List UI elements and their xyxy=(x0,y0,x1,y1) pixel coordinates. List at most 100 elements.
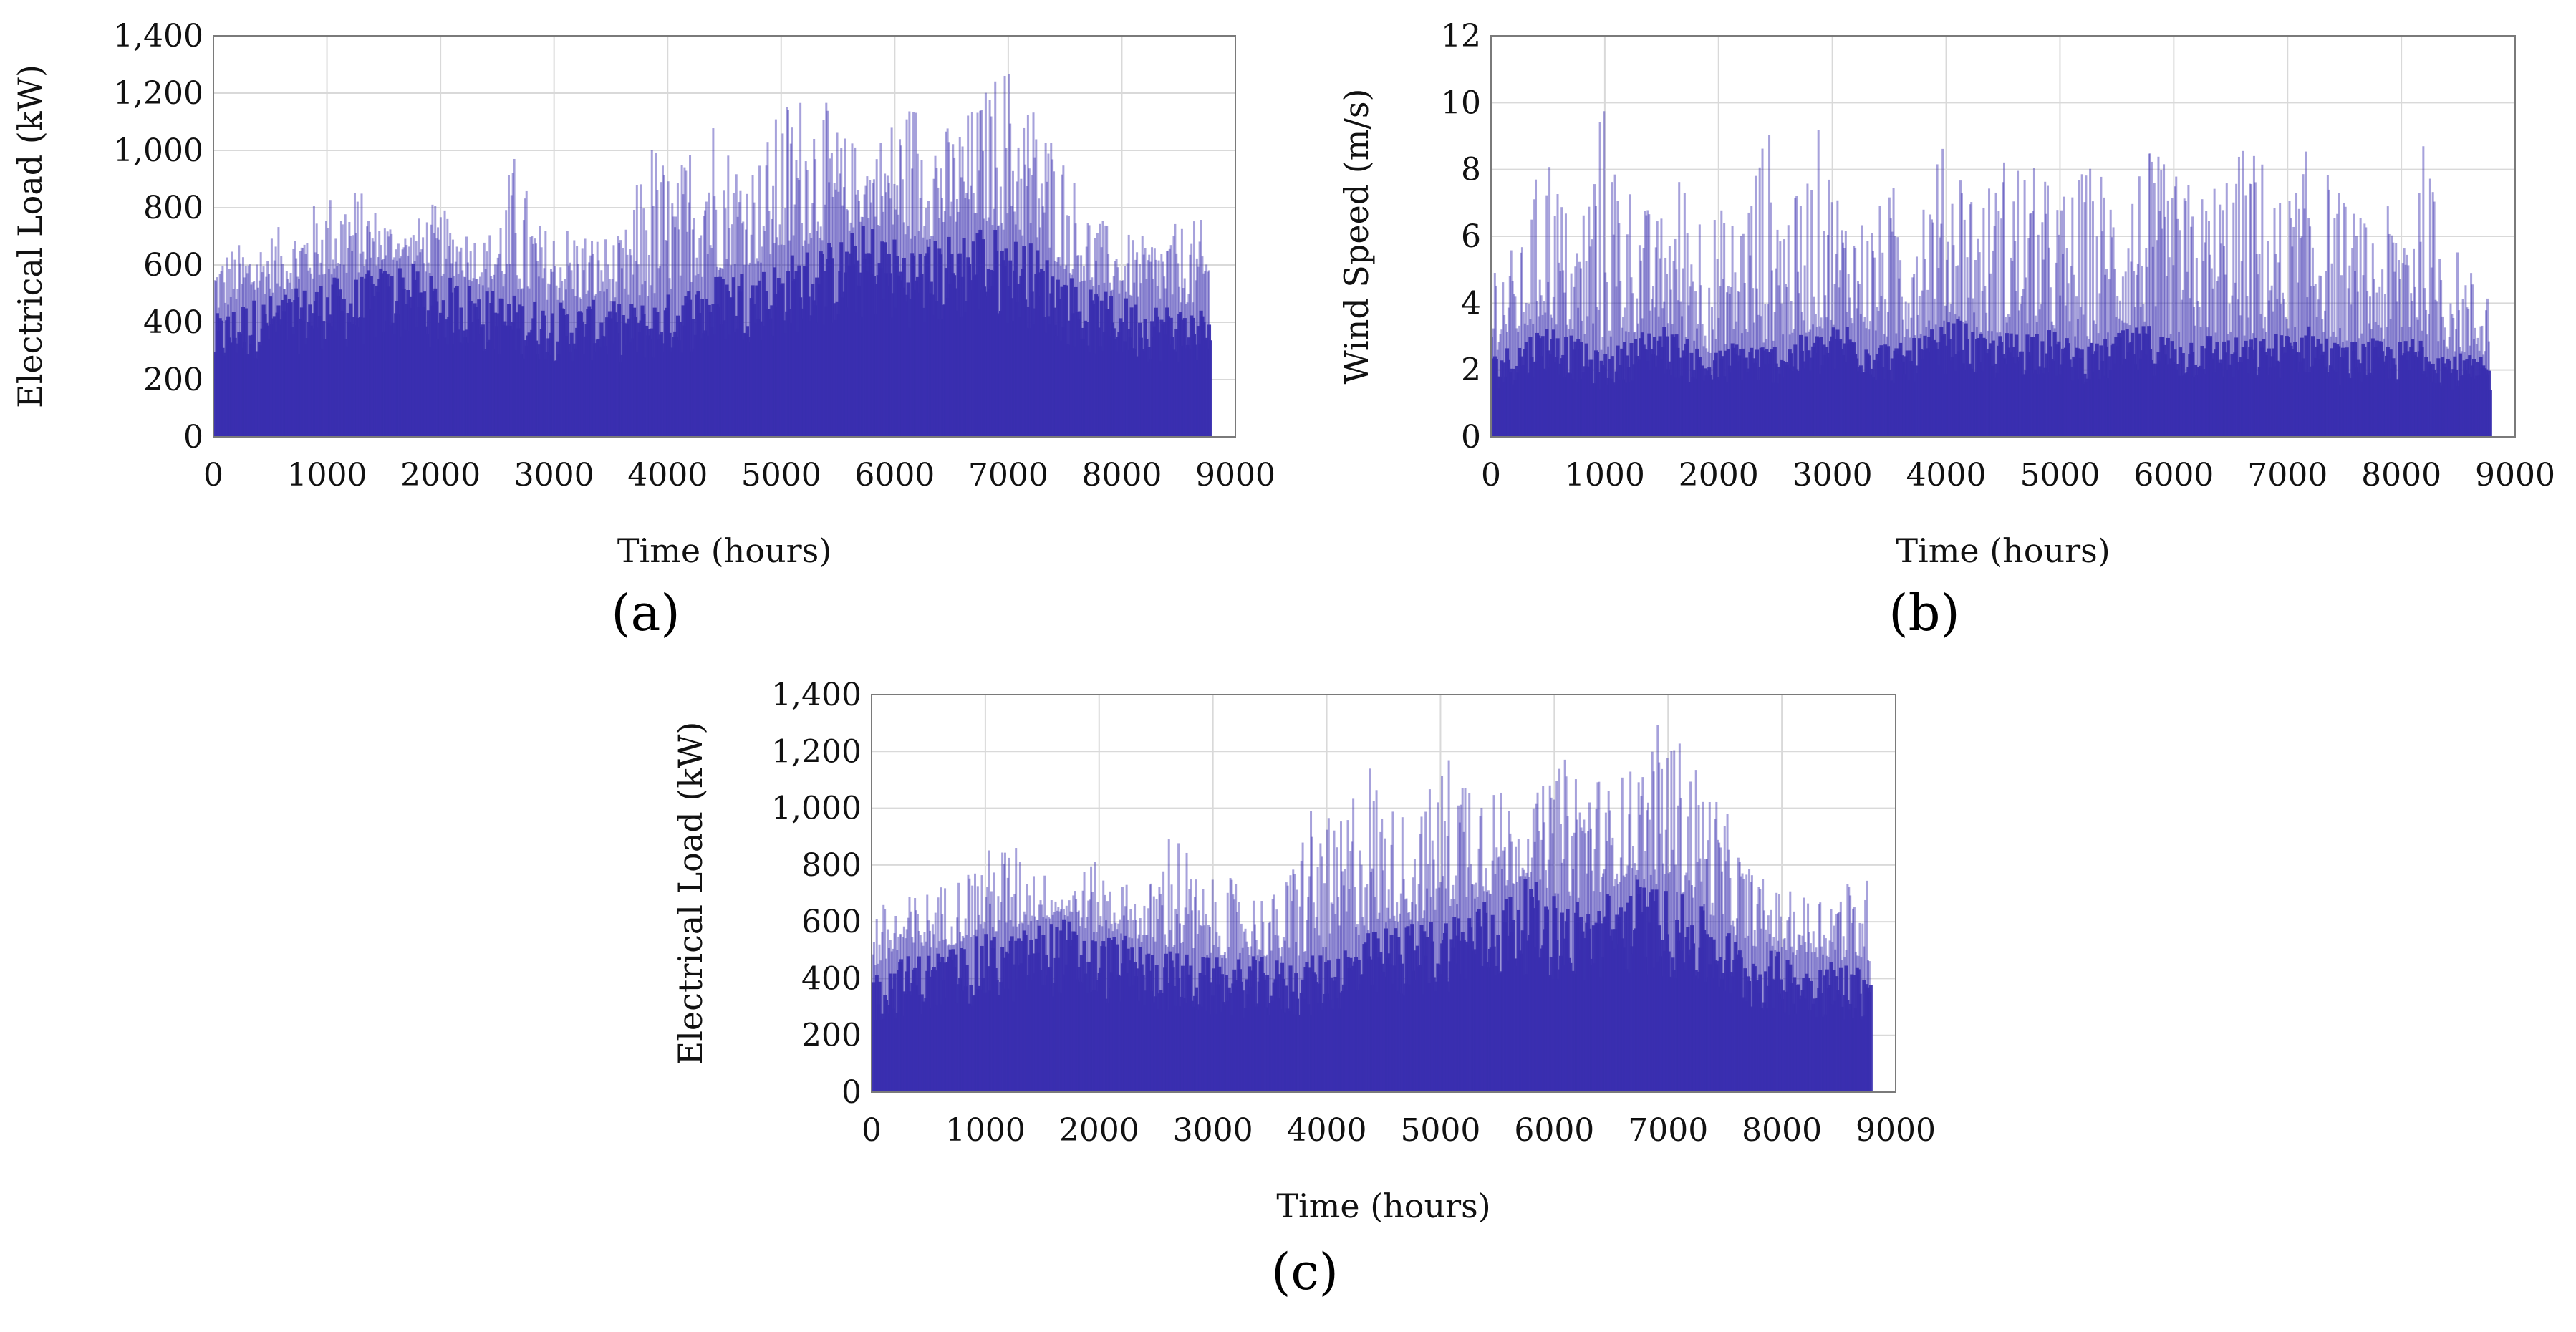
bar xyxy=(1588,206,1591,437)
bar xyxy=(1446,836,1449,1092)
bar-series xyxy=(1491,111,2492,438)
bar xyxy=(1989,273,1992,437)
bar xyxy=(2431,192,2434,437)
bar xyxy=(1977,238,1979,437)
bar xyxy=(1747,212,1750,437)
bar xyxy=(963,181,965,437)
bar xyxy=(2010,257,2012,437)
y-tick-label: 12 xyxy=(1441,18,1481,54)
bar xyxy=(1896,237,1899,437)
bar xyxy=(1823,934,1825,1092)
bar xyxy=(2195,257,2198,437)
bar xyxy=(2073,274,2075,437)
bar xyxy=(1951,203,1954,437)
bar xyxy=(2404,264,2407,437)
bar xyxy=(2157,156,2160,437)
bar-series xyxy=(872,725,1873,1092)
bar xyxy=(2381,269,2384,437)
bar xyxy=(1464,788,1467,1092)
bar xyxy=(1316,867,1319,1092)
bar xyxy=(872,179,875,437)
bar xyxy=(680,165,683,438)
bar xyxy=(1032,112,1035,438)
bar xyxy=(2041,222,2044,437)
bar xyxy=(1705,859,1708,1092)
bar xyxy=(1352,798,1355,1092)
bar xyxy=(2027,238,2030,437)
bar xyxy=(905,119,908,437)
bar xyxy=(1330,902,1333,1092)
bar xyxy=(1155,899,1158,1092)
bar xyxy=(1683,193,1686,437)
bar xyxy=(766,142,769,437)
bar xyxy=(958,137,961,438)
bar xyxy=(1722,279,1724,437)
bar xyxy=(2150,161,2153,437)
bar xyxy=(2127,248,2130,437)
bar xyxy=(1754,175,1757,437)
bar xyxy=(1292,869,1295,1092)
y-tick-label: 1,000 xyxy=(113,132,203,169)
bar xyxy=(2250,184,2253,437)
bar xyxy=(1511,281,1514,437)
bar xyxy=(1713,220,1716,437)
y-tick-label: 0 xyxy=(1461,419,1481,455)
y-tick-label: 1,400 xyxy=(113,18,203,54)
bar xyxy=(2174,186,2176,437)
bar xyxy=(1562,270,1565,437)
bar xyxy=(2433,201,2436,437)
plot-frame xyxy=(1490,35,2516,438)
bar xyxy=(1589,828,1592,1092)
bar xyxy=(1585,261,1588,437)
bar xyxy=(1673,750,1676,1092)
bar xyxy=(2205,211,2208,437)
bar xyxy=(1779,241,1782,437)
x-tick-label: 2000 xyxy=(1059,1112,1139,1149)
bar xyxy=(2151,246,2154,437)
bar xyxy=(507,175,510,438)
bar xyxy=(2211,288,2214,437)
bar xyxy=(1510,250,1513,437)
y-tick-label: 1,000 xyxy=(771,791,862,827)
bar xyxy=(1134,259,1137,437)
y-axis-label: Electrical Load (kW) xyxy=(671,722,710,1066)
bar xyxy=(1008,74,1010,438)
y-axis-label: Wind Speed (m/s) xyxy=(1337,89,1376,385)
bar xyxy=(1369,872,1372,1092)
bar xyxy=(878,944,881,1092)
bar xyxy=(2111,237,2113,437)
bar xyxy=(1157,260,1160,437)
bar xyxy=(682,194,685,437)
bar xyxy=(2222,246,2225,437)
bar xyxy=(2160,170,2163,437)
bar xyxy=(2295,193,2298,437)
bar xyxy=(2138,176,2141,438)
bar xyxy=(703,216,705,437)
bar xyxy=(1710,307,1713,437)
bar xyxy=(524,198,526,437)
bar xyxy=(1842,242,1845,437)
bar xyxy=(1618,223,1621,437)
bar xyxy=(971,885,974,1092)
bar xyxy=(1827,235,1830,437)
bar xyxy=(1846,884,1849,1092)
bar xyxy=(1024,164,1027,438)
bar xyxy=(840,148,843,437)
bar xyxy=(1612,234,1615,437)
bar xyxy=(2060,210,2063,437)
bar xyxy=(1892,188,1895,437)
bar xyxy=(2187,185,2190,437)
x-tick-label: 9000 xyxy=(1195,457,1275,493)
bar xyxy=(915,112,917,437)
bar xyxy=(2257,274,2259,437)
bar xyxy=(660,182,663,437)
bar xyxy=(1286,885,1289,1092)
y-tick-label: 200 xyxy=(801,1018,862,1054)
bar xyxy=(1208,340,1212,437)
bar xyxy=(1525,302,1528,437)
y-tick-label: 0 xyxy=(841,1074,862,1111)
bar xyxy=(1716,259,1719,437)
bar xyxy=(1085,246,1088,437)
bar xyxy=(1929,214,1932,437)
bar xyxy=(1701,324,1704,437)
